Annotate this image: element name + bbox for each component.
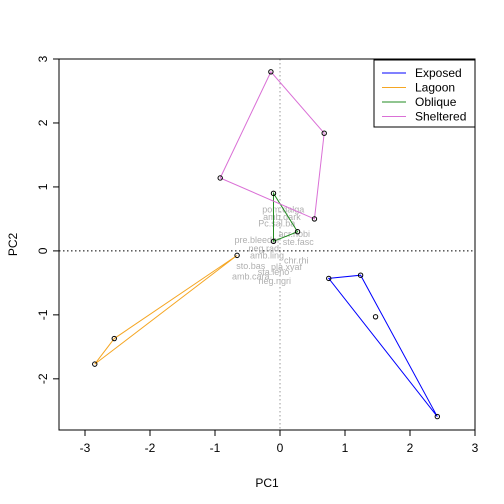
legend-box	[373, 59, 476, 128]
y-tick-label: -2	[36, 373, 50, 384]
variable-label: amb.ling	[250, 251, 284, 261]
hull-oblique	[273, 191, 299, 243]
point-sheltered	[311, 216, 318, 222]
point-sheltered	[217, 175, 223, 181]
variable-label: pre.bleeder	[234, 235, 280, 245]
hull-sheltered	[219, 70, 325, 220]
y-tick-label: 2	[36, 119, 50, 126]
point-sheltered	[321, 130, 327, 136]
variable-label: chr.rhi	[284, 256, 309, 266]
point-lagoon	[111, 335, 117, 342]
point-exposed	[434, 413, 440, 420]
x-tick-label: 2	[407, 441, 414, 455]
y-tick-label: 0	[36, 247, 50, 254]
point-exposed	[326, 275, 332, 282]
group-hulls	[94, 70, 438, 417]
point-oblique	[294, 229, 301, 235]
variable-label: neg.ngri	[259, 276, 292, 286]
variable-labels: pom.dalgaamb.darkPc.sal.baacr.nobipre.bl…	[232, 205, 314, 287]
legend-label-oblique: Oblique	[415, 95, 457, 109]
point-lagoon	[92, 361, 98, 367]
hull-lagoon	[94, 254, 238, 365]
legend-label-lagoon: Lagoon	[415, 81, 455, 95]
y-tick-label: 1	[36, 183, 50, 190]
variable-label: neg.rad	[248, 244, 279, 254]
x-tick-label: 3	[472, 441, 479, 455]
hull-exposed	[327, 274, 438, 417]
x-axis: -3 -2 -1 0 1 2 3	[80, 429, 479, 455]
legend-label-sheltered: Sheltered	[415, 110, 466, 124]
variable-label: Pc.sal.ba	[258, 219, 295, 229]
point-oblique	[270, 190, 277, 197]
point-exposed	[372, 314, 379, 320]
point-sheltered	[268, 69, 274, 75]
point-oblique	[270, 238, 277, 245]
variable-label: sto.bas	[236, 261, 266, 271]
y-axis: -2 -1 0 1 2 3	[36, 55, 60, 384]
variable-label: amb.dark	[263, 212, 301, 222]
x-axis-title: PC1	[255, 476, 279, 490]
y-tick-label: -1	[36, 309, 50, 320]
variable-label: ste.fasc	[283, 237, 315, 247]
y-tick-label: 3	[36, 55, 50, 62]
x-tick-label: 0	[277, 441, 284, 455]
x-tick-label: -1	[210, 441, 221, 455]
point-exposed	[357, 272, 364, 278]
reference-lines	[59, 59, 475, 430]
x-tick-label: -3	[80, 441, 91, 455]
site-points	[92, 69, 440, 420]
variable-label: sta.leno	[258, 267, 290, 277]
variable-label: amb.cara	[232, 272, 270, 282]
variable-label: pla.xyaf	[271, 262, 303, 272]
point-lagoon	[234, 252, 240, 259]
x-tick-label: 1	[342, 441, 349, 455]
legend-label-exposed: Exposed	[415, 66, 462, 80]
x-tick-label: -2	[145, 441, 156, 455]
y-axis-title: PC2	[6, 233, 20, 257]
variable-label: acr.nobi	[279, 229, 311, 239]
